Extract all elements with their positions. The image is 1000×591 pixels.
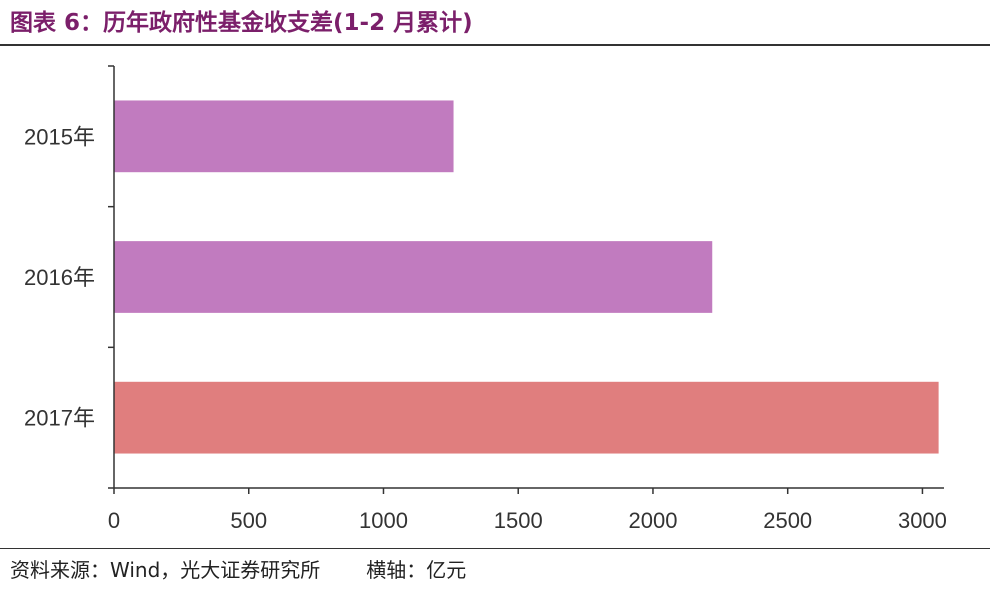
x-tick-label: 3000 <box>898 508 947 533</box>
bar-2015年 <box>114 100 454 173</box>
bar-2016年 <box>114 241 713 313</box>
x-tick-label: 2500 <box>763 508 812 533</box>
label-layer: 2015年 2016年 2017年 0 500 1000 1500 2000 2500 3000 <box>24 124 947 533</box>
bar-chart: 2015年 2016年 2017年 0 500 1000 1500 2000 2500 3000 <box>24 65 947 533</box>
footer: 资料来源：Wind，光大证券研究所 横轴：亿元 <box>10 555 466 585</box>
x-tick-label: 2000 <box>628 508 677 533</box>
x-tick-label: 0 <box>108 508 120 533</box>
category-label: 2017年 <box>24 406 95 431</box>
chart-title: 图表 6：历年政府性基金收支差(1-2 月累计) <box>10 10 473 36</box>
footer-divider <box>0 548 990 549</box>
x-tick-label: 500 <box>230 508 267 533</box>
bar-layer <box>114 100 939 454</box>
title-divider <box>0 44 990 46</box>
axis-layer <box>108 65 944 494</box>
unit-note: 横轴：亿元 <box>366 558 467 582</box>
bar-2017年 <box>114 381 939 454</box>
x-tick-label: 1000 <box>359 508 408 533</box>
x-tick-label: 1500 <box>494 508 543 533</box>
category-label: 2016年 <box>24 265 95 290</box>
source-note: 资料来源：Wind，光大证券研究所 <box>10 558 321 582</box>
category-label: 2015年 <box>24 124 95 149</box>
